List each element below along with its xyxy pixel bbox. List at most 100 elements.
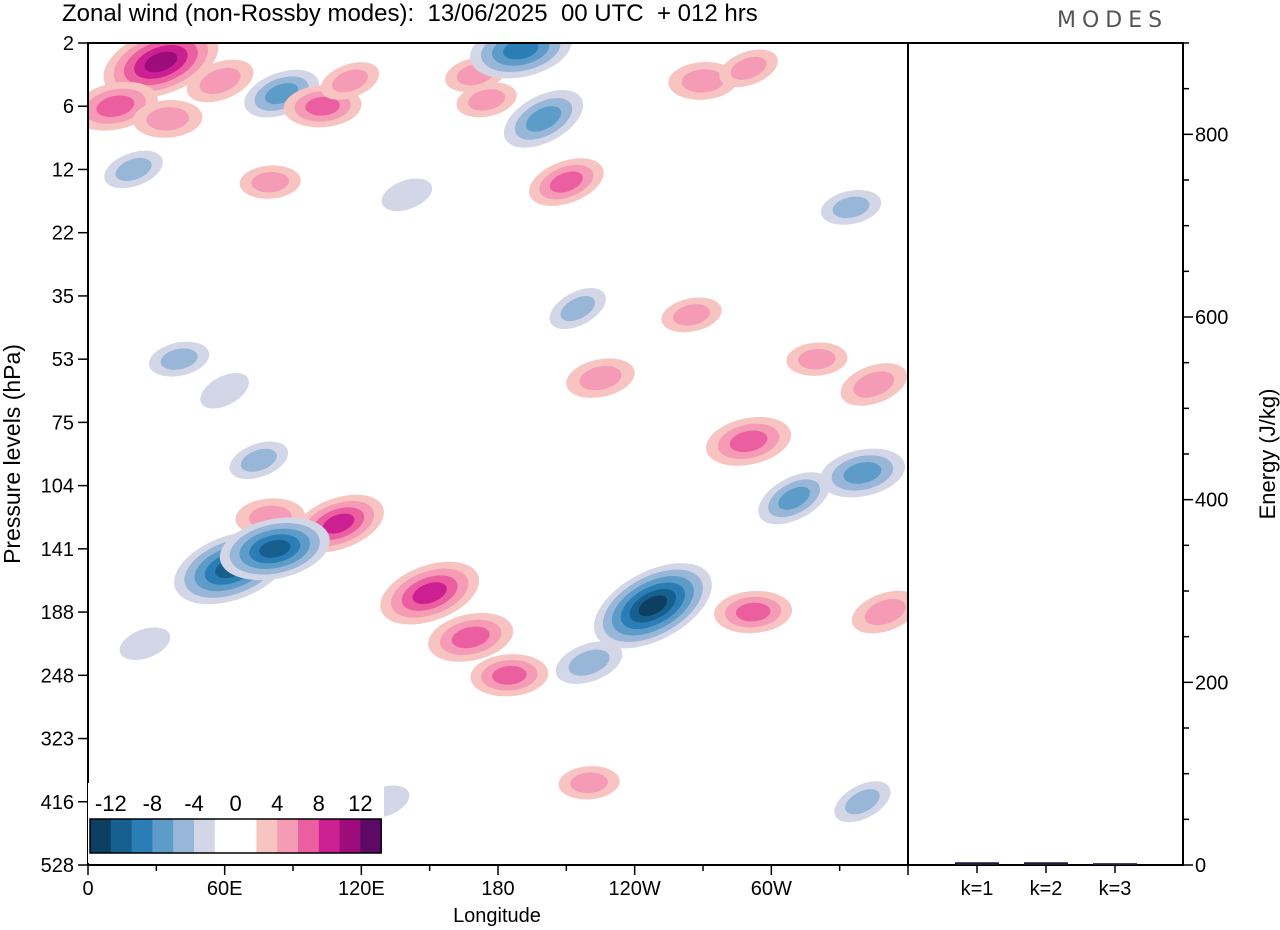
contour-band (322, 513, 355, 534)
colorbar-frame (89, 818, 382, 854)
contour-band (144, 51, 178, 73)
x-tick-label: 60E (207, 878, 243, 900)
x-tick-label: 180 (481, 878, 514, 900)
contour-band (579, 365, 622, 391)
wind-feature (820, 189, 882, 225)
contour-band (730, 56, 767, 80)
contour-band (381, 178, 433, 212)
colorbar-swatch (152, 819, 174, 853)
colorbar-swatch (360, 819, 382, 853)
wind-feature (320, 62, 380, 100)
wind-feature (200, 373, 249, 409)
energy-bar (1024, 862, 1068, 865)
contour-band (568, 649, 610, 676)
wind-feature (661, 297, 722, 333)
colorbar-swatch (194, 819, 216, 853)
wind-field (88, 43, 908, 823)
contour-band (115, 157, 152, 182)
contour-band (96, 95, 135, 118)
energy-bar (955, 862, 999, 865)
wind-feature (566, 358, 635, 398)
contour-band (259, 539, 291, 558)
wind-feature (558, 766, 620, 800)
colorbar-swatch (173, 819, 195, 853)
energy-category-label: k=3 (1099, 878, 1132, 900)
wind-feature (555, 641, 623, 684)
wind-feature (593, 563, 712, 649)
contour-band (735, 602, 771, 622)
contour-band (549, 171, 583, 193)
wind-feature (104, 150, 163, 189)
wind-feature (229, 441, 289, 480)
chart-title: Zonal wind (non-Rossby modes): 13/06/202… (62, 0, 758, 27)
y-tick-label: 2 (63, 33, 74, 55)
colorbar-label: -4 (184, 791, 204, 816)
contour-band (570, 772, 608, 794)
wind-feature (851, 590, 908, 634)
wind-feature (819, 448, 905, 498)
contour-band (525, 106, 562, 132)
y-tick-label: 141 (41, 539, 74, 561)
contour-band (451, 626, 490, 649)
wind-feature (119, 627, 171, 660)
contour-band (503, 43, 539, 60)
contour-band (638, 595, 668, 617)
colorbar-swatch (298, 819, 320, 853)
colorbar-swatch (90, 819, 112, 853)
y-tick-label: 188 (41, 602, 74, 624)
colorbar-swatch (318, 819, 340, 853)
wind-feature (503, 90, 584, 148)
energy-category-label: k=2 (1030, 878, 1063, 900)
colorbar-swatch (339, 819, 361, 853)
contour-band (673, 304, 711, 326)
energy-category-label: k=1 (961, 878, 994, 900)
wind-feature (148, 341, 210, 377)
y-tick-label: 416 (41, 792, 74, 814)
colorbar-label: 0 (229, 791, 241, 816)
energy-tick-label: 200 (1195, 672, 1228, 694)
energy-tick-label: 400 (1195, 490, 1228, 512)
x-axis-label: Longitude (453, 905, 541, 927)
colorbar-label: 12 (348, 791, 372, 816)
contour-band (729, 430, 768, 453)
wind-feature (132, 99, 203, 138)
x-axis: 0 60E 120E 180 120W 60W (82, 865, 909, 900)
colorbar-swatch (110, 819, 132, 853)
y-axis: 2 6 12 22 35 53 75 104 141 188 248 323 416 528 (41, 33, 88, 877)
y-tick-label: 248 (41, 665, 74, 687)
y-axis-label: Pressure levels (hPa) (0, 344, 25, 564)
x-tick-label: 0 (82, 878, 93, 900)
contour-band (199, 67, 241, 95)
wind-feature (456, 82, 517, 118)
colorbar-label: 4 (271, 791, 283, 816)
modes-logo: MODES (1057, 8, 1169, 33)
contour-band (845, 789, 880, 815)
energy-frame (907, 42, 1184, 866)
plot-frame (87, 42, 909, 866)
colorbar-swatch (277, 819, 299, 853)
y-tick-label: 22 (52, 223, 74, 245)
contour-band (864, 598, 906, 626)
contour-band (832, 196, 870, 219)
wind-feature (244, 69, 319, 118)
wind-feature (714, 590, 793, 634)
wind-feature (219, 517, 330, 581)
energy-axis-label: Energy (J/kg) (1255, 389, 1280, 520)
wind-feature (758, 472, 830, 525)
wind-feature (88, 81, 158, 131)
colorbar-label: -12 (95, 791, 127, 816)
contour-band (560, 295, 595, 322)
energy-bar (1093, 863, 1137, 865)
wind-feature (840, 363, 908, 406)
y-tick-label: 53 (52, 349, 74, 371)
contour-band (251, 171, 289, 193)
x-tick-label: 120W (609, 878, 661, 900)
contour-band (331, 69, 368, 93)
wind-feature (549, 288, 606, 330)
wind-feature (380, 561, 480, 625)
wind-feature (186, 59, 254, 103)
contour-band (240, 448, 277, 472)
energy-axis: 0 200 400 600 800 (1183, 42, 1228, 877)
wind-feature (239, 165, 301, 199)
